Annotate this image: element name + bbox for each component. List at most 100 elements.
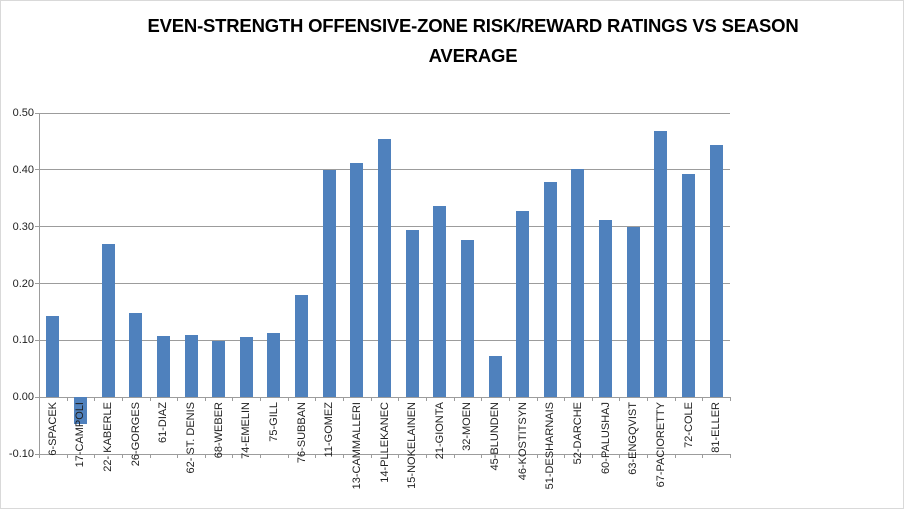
bar <box>433 205 447 398</box>
x-category-label: 13-CAMMALLERI <box>350 402 363 490</box>
category-tick <box>592 397 593 402</box>
category-tick <box>288 454 289 458</box>
category-tick <box>675 397 676 402</box>
x-category-label: 60-PALUSHAJ <box>599 402 612 475</box>
category-tick <box>122 397 123 402</box>
bar <box>543 182 557 398</box>
category-tick <box>564 454 565 458</box>
x-category-label: 14-PLLEKANEC <box>378 402 391 483</box>
y-tick-label: 0.30 <box>12 220 34 233</box>
bar <box>378 138 391 398</box>
x-category-label: 74-EMELIN <box>240 402 253 460</box>
y-tick-label: 0.50 <box>12 107 34 119</box>
x-category-label: 17-CAMPOLI <box>74 402 87 468</box>
bar <box>350 163 364 398</box>
bar <box>267 332 281 398</box>
category-tick <box>150 454 151 458</box>
category-tick <box>509 397 510 402</box>
bar <box>184 334 198 398</box>
category-tick <box>67 397 68 402</box>
y-axis-tick <box>35 396 39 398</box>
bar <box>571 168 585 398</box>
bar <box>626 227 640 398</box>
bar <box>599 220 613 398</box>
category-tick <box>426 397 427 402</box>
x-category-label: 26-GORGES <box>129 402 142 467</box>
category-tick <box>398 454 399 458</box>
x-category-label: 52-DARCHE <box>571 402 584 465</box>
chart-title-line1: EVEN-STRENGTH OFFENSIVE-ZONE RISK/REWARD… <box>147 15 799 36</box>
x-category-label: 15-NOKELAINEN <box>406 402 419 489</box>
category-tick <box>39 454 40 458</box>
gridline <box>39 112 730 114</box>
category-tick <box>481 454 482 458</box>
x-category-label: 32-MOEN <box>461 402 474 452</box>
category-tick <box>150 397 151 402</box>
x-category-label: 45-BLUNDEN <box>489 402 502 471</box>
x-category-label: 68-WEBER <box>212 402 225 459</box>
x-category-label: 76-SUBBAN <box>295 402 308 464</box>
bar <box>101 243 115 398</box>
x-category-label: 51-DESHARNAIS <box>544 402 557 490</box>
chart-title: EVEN-STRENGTH OFFENSIVE-ZONE RISK/REWARD… <box>41 11 903 71</box>
category-tick <box>122 454 123 458</box>
y-tick-label: 0.00 <box>12 391 34 404</box>
category-tick <box>730 397 731 402</box>
y-tick-label: -0.10 <box>8 448 34 460</box>
category-tick <box>94 454 95 458</box>
category-tick <box>647 454 648 458</box>
category-tick <box>564 397 565 402</box>
x-category-label: 62- ST. DENIS <box>185 402 198 474</box>
bar <box>212 341 226 398</box>
category-tick <box>537 397 538 402</box>
category-tick <box>371 397 372 402</box>
x-category-label: 75-GILL <box>267 402 280 442</box>
x-category-label: 6-SPACEK <box>46 402 59 456</box>
y-axis-line <box>39 113 40 454</box>
category-tick <box>371 454 372 458</box>
category-tick <box>343 454 344 458</box>
bar <box>73 397 87 424</box>
bar <box>46 315 60 398</box>
x-category-label: 67-PACIORETTY <box>654 402 667 488</box>
plot-area <box>35 112 731 458</box>
bar <box>654 131 668 398</box>
gridline <box>39 396 730 398</box>
category-tick <box>94 397 95 402</box>
bar <box>295 294 309 398</box>
category-tick <box>67 454 68 458</box>
y-axis-tick <box>35 339 39 341</box>
category-tick <box>260 454 261 458</box>
category-tick <box>647 397 648 402</box>
category-tick <box>315 454 316 458</box>
category-tick <box>702 397 703 402</box>
category-tick <box>398 397 399 402</box>
x-category-label: 63-ENGQVIST <box>627 402 640 475</box>
bar <box>709 145 723 398</box>
category-tick <box>454 454 455 458</box>
x-category-label: 11-GOMEZ <box>323 402 336 458</box>
y-axis-tick <box>35 112 39 114</box>
category-tick <box>509 454 510 458</box>
x-category-label: 46-KOSTITSYN <box>516 402 529 481</box>
category-tick <box>205 397 206 402</box>
y-tick-label: 0.20 <box>12 277 34 290</box>
gridline <box>39 453 730 455</box>
x-category-label: 81-ELLER <box>710 402 723 453</box>
category-tick <box>702 454 703 458</box>
bar <box>129 313 143 398</box>
category-tick <box>205 454 206 458</box>
category-tick <box>232 454 233 458</box>
category-tick <box>343 397 344 402</box>
category-tick <box>177 397 178 402</box>
category-tick <box>481 397 482 402</box>
category-tick <box>177 454 178 458</box>
x-category-label: 61-DIAZ <box>157 402 170 444</box>
x-category-label: 22- KABERLE <box>102 402 115 472</box>
bar <box>488 355 502 398</box>
category-tick <box>232 397 233 402</box>
y-tick-label: 0.10 <box>12 334 34 347</box>
y-axis-tick <box>35 453 39 455</box>
chart-title-line2: AVERAGE <box>428 45 518 66</box>
